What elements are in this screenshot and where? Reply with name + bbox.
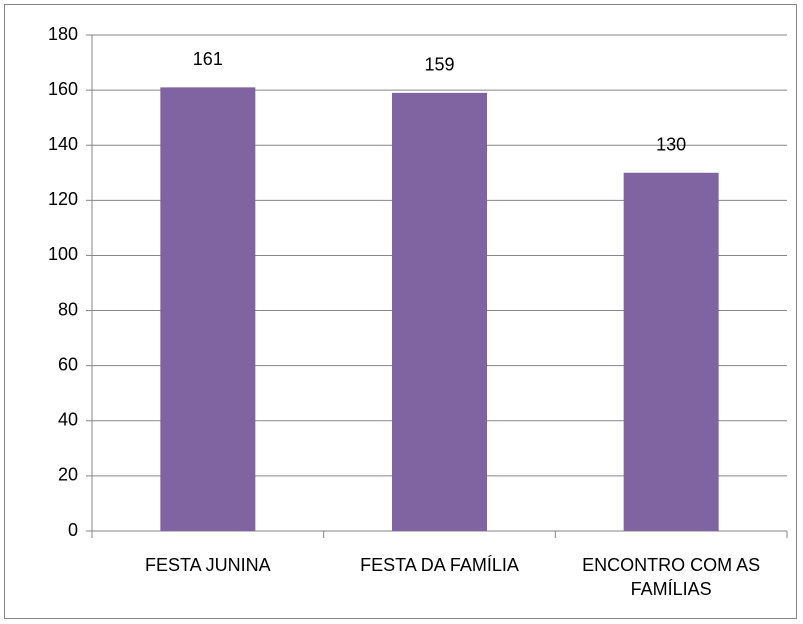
y-tick-label: 0 <box>68 520 78 540</box>
y-tick-label: 100 <box>48 244 78 264</box>
y-tick-label: 40 <box>58 410 78 430</box>
data-label: 130 <box>656 135 686 155</box>
y-tick-label: 120 <box>48 189 78 209</box>
y-tick-label: 60 <box>58 354 78 374</box>
y-tick-label: 140 <box>48 134 78 154</box>
bar <box>160 87 256 531</box>
bar <box>623 172 719 531</box>
x-tick-label: ENCONTRO COM AS FAMÍLIAS <box>582 555 761 599</box>
data-label: 161 <box>193 49 223 69</box>
x-tick-label: FESTA DA FAMÍLIA <box>360 555 519 575</box>
data-label: 159 <box>424 55 454 75</box>
bar <box>392 92 487 531</box>
y-tick-label: 20 <box>58 465 78 485</box>
y-tick-label: 160 <box>48 79 78 99</box>
y-tick-label: 80 <box>58 299 78 319</box>
x-tick-label: FESTA JUNINA <box>144 555 271 575</box>
y-tick-label: 180 <box>48 24 78 44</box>
